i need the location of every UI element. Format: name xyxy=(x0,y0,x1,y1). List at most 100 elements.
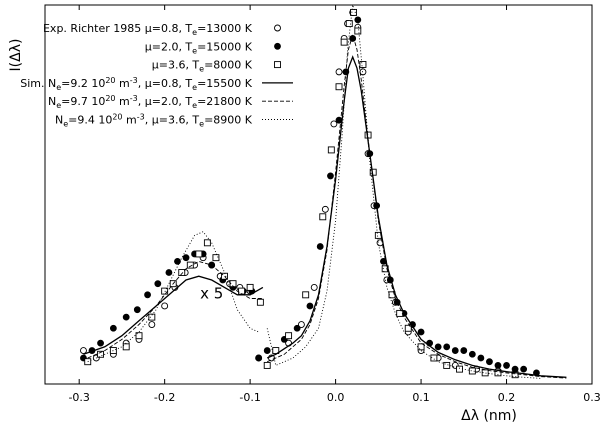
data-point xyxy=(263,361,271,369)
legend-label-part: , μ=3.6, T xyxy=(145,114,200,127)
data-point xyxy=(186,261,194,269)
legend-marker xyxy=(274,24,281,32)
data-point xyxy=(263,347,271,354)
data-point xyxy=(503,362,510,369)
x-tick-label: -0.2 xyxy=(154,391,175,404)
series-6 xyxy=(87,4,541,379)
legend-label-part: e xyxy=(192,101,197,110)
legend-label-part: N xyxy=(55,114,63,127)
data-point xyxy=(302,291,310,299)
data-point xyxy=(285,332,293,340)
data-point xyxy=(148,321,156,328)
legend-label-part: =8000 K xyxy=(204,59,253,72)
data-point xyxy=(327,146,335,154)
annotation-label: x 5 xyxy=(200,285,223,303)
data-point xyxy=(97,350,105,358)
data-point xyxy=(511,371,519,379)
data-point xyxy=(443,361,451,369)
legend-label-part: m xyxy=(116,77,130,90)
data-point xyxy=(359,61,367,68)
legend-label-part: =9.7 10 xyxy=(61,95,105,108)
legend-label-part: 20 xyxy=(112,113,122,122)
x-tick-label: 0.1 xyxy=(412,391,430,404)
data-point xyxy=(135,332,143,340)
legend-marker xyxy=(274,42,281,50)
data-point xyxy=(477,354,485,362)
legend-label-part: , μ=0.8, T xyxy=(138,77,193,90)
legend-label-part: 20 xyxy=(105,76,115,85)
legend-label-part: μ=2.0, T xyxy=(145,40,193,53)
data-point xyxy=(434,343,442,351)
data-point xyxy=(417,343,425,351)
data-point xyxy=(468,367,476,375)
series-line xyxy=(266,4,541,379)
x-tick-label: 0.0 xyxy=(327,391,345,404)
data-point xyxy=(255,354,263,362)
series-3 xyxy=(84,8,519,379)
data-point xyxy=(178,269,186,276)
data-point xyxy=(350,8,357,16)
data-point xyxy=(203,239,211,247)
data-point xyxy=(161,302,169,310)
data-point xyxy=(335,68,343,76)
data-point xyxy=(306,302,314,310)
plot-frame xyxy=(44,4,593,385)
legend-label-part: =21800 K xyxy=(197,95,253,108)
data-point xyxy=(354,16,362,24)
data-point xyxy=(109,324,117,332)
data-point xyxy=(212,254,220,262)
series-5 xyxy=(87,33,567,379)
data-point xyxy=(182,254,190,262)
data-point xyxy=(451,347,459,354)
data-point xyxy=(174,257,181,265)
data-point xyxy=(460,347,468,354)
data-point xyxy=(456,365,463,373)
data-point xyxy=(327,172,334,180)
series-line xyxy=(267,33,567,379)
legend-label-part: N xyxy=(48,95,56,108)
data-point xyxy=(122,343,130,351)
data-point xyxy=(345,20,353,28)
series-line xyxy=(266,55,567,378)
legend-label-part: e xyxy=(192,83,197,92)
data-point xyxy=(293,324,301,332)
x-axis-ticks: -0.3 -0.2 -0.1 0.0 0.1 0.2 0.3 xyxy=(68,5,600,404)
legend-label-part: e xyxy=(192,28,197,37)
data-point xyxy=(256,298,264,306)
series-line xyxy=(83,275,264,355)
legend-label-part: e xyxy=(56,101,61,110)
legend-label-part: Exp. Richter 1985 μ=0.8, T xyxy=(43,22,192,35)
legend-label-part: -3 xyxy=(137,113,145,122)
data-point xyxy=(335,83,343,91)
data-point xyxy=(486,358,493,366)
legend-label: Exp. Richter 1985 μ=0.8, Te=13000 K xyxy=(43,22,253,37)
data-point xyxy=(316,243,324,250)
plot-area xyxy=(80,4,567,379)
data-point xyxy=(354,27,362,35)
data-point xyxy=(494,362,502,369)
data-point xyxy=(144,291,151,299)
data-point xyxy=(154,280,162,288)
legend-label: μ=3.6, Te=8000 K xyxy=(152,59,253,74)
legend-label: μ=2.0, Te=15000 K xyxy=(145,40,253,55)
legend-label: Ne=9.4 1020 m-3, μ=3.6, Te=8900 K xyxy=(55,113,253,129)
data-point xyxy=(404,324,412,332)
legend: Exp. Richter 1985 μ=0.8, Te=13000 K μ=2.0… xyxy=(20,22,293,129)
x-tick-label: -0.1 xyxy=(239,391,260,404)
data-point xyxy=(310,283,318,291)
data-point xyxy=(319,213,327,221)
series-line xyxy=(87,260,263,359)
legend-label-part: -3 xyxy=(130,76,138,85)
x-axis-label: Δλ (nm) xyxy=(461,408,517,424)
data-point xyxy=(165,269,173,276)
data-point xyxy=(148,313,156,321)
data-point xyxy=(430,354,438,362)
data-point xyxy=(520,365,528,373)
legend-label: Sim. Ne=9.2 1020 m-3, μ=0.8, Te=15500 K xyxy=(20,76,253,92)
data-point xyxy=(238,287,246,295)
legend-label-part: μ=3.6, T xyxy=(152,59,200,72)
data-point xyxy=(297,321,305,328)
legend-label-part: , μ=2.0, T xyxy=(138,95,193,108)
legend-label-part: =15000 K xyxy=(197,40,253,53)
